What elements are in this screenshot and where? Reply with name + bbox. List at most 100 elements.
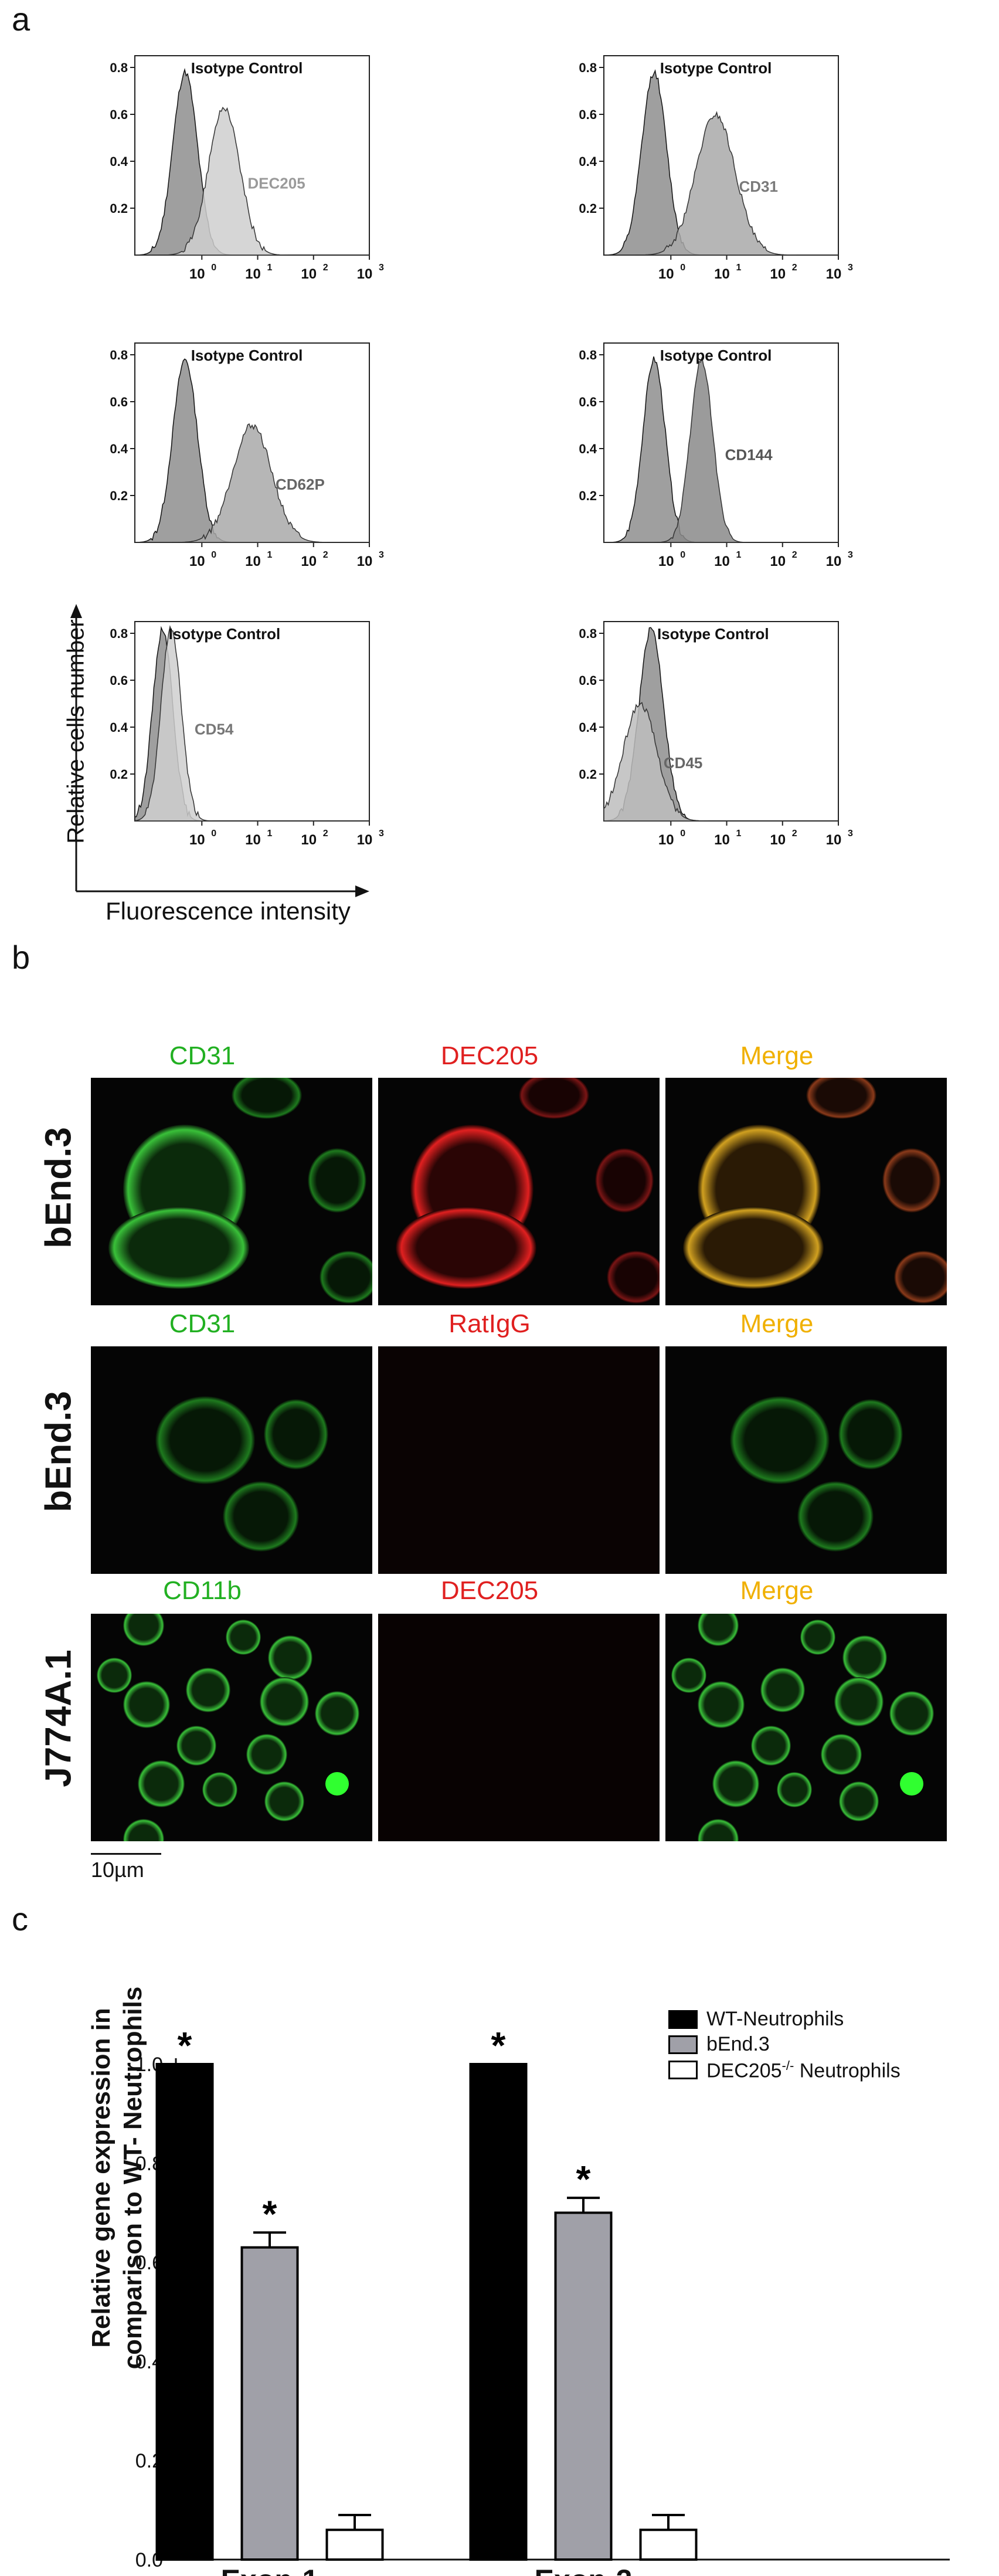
histogram-cd54: 0.2 0.4 0.6 0.8 10 0 10 1 10 2 10 3 Isotype Control C… — [94, 610, 384, 862]
legend-label-bend3: bEnd.3 — [706, 2033, 770, 2055]
y-tick-label: 0.6 — [579, 395, 597, 409]
y-tick-label: 0.2 — [110, 201, 128, 216]
cell-icon — [138, 1760, 185, 1807]
y-tick-label: 0.4 — [579, 442, 597, 456]
marker-label: CD31 — [739, 178, 777, 195]
x-tick-exponent: 2 — [323, 550, 328, 560]
y-tick-label: 0.8 — [579, 60, 597, 75]
x-tick-exponent: 1 — [736, 550, 742, 560]
y-tick-label: 0.4 — [579, 154, 597, 169]
micrograph-r1-dec205 — [378, 1078, 660, 1305]
x-tick-label: 10 — [770, 266, 786, 282]
y-tick-label: 0.8 — [579, 348, 597, 362]
col-title-r2c1: CD31 — [169, 1309, 236, 1338]
x-tick-label: 10 — [714, 832, 730, 848]
x-tick-label: 10 — [658, 266, 674, 282]
bar — [155, 2063, 214, 2561]
isotype-label: Isotype Control — [660, 347, 772, 364]
isotype-label: Isotype Control — [657, 625, 769, 643]
legend-swatch-wt — [668, 2010, 698, 2029]
y-tick-label: 0.8 — [579, 626, 597, 641]
x-tick-exponent: 0 — [211, 829, 216, 839]
y-tick-label: 0.2 — [579, 201, 597, 216]
cell-icon — [260, 1677, 309, 1726]
y-tick-label: 0.4 — [110, 442, 128, 456]
row-label-1: bEnd.3 — [38, 1127, 79, 1248]
micrograph-r2-cd31 — [91, 1346, 372, 1574]
x-tick-exponent: 3 — [848, 263, 853, 273]
x-tick-exponent: 3 — [379, 829, 384, 839]
x-tick-exponent: 0 — [680, 263, 685, 273]
cell-icon — [698, 1819, 739, 1841]
x-tick-label: 10 — [245, 554, 261, 569]
marker-histogram — [135, 423, 369, 543]
col-title-r1c1: CD31 — [169, 1041, 236, 1070]
x-tick-label: 10 — [658, 832, 674, 848]
cell-icon — [176, 1726, 216, 1766]
panel-b-letter: b — [12, 939, 30, 976]
legend-neutrophils: Neutrophils — [794, 2059, 901, 2082]
cell-icon — [800, 1620, 835, 1655]
cell-icon — [315, 1691, 359, 1736]
x-tick-label: 10 — [357, 832, 373, 848]
x-tick-exponent: 0 — [211, 550, 216, 560]
cell-icon — [839, 1781, 879, 1821]
legend-ko-superscript: -/- — [781, 2058, 794, 2073]
x-tick-exponent: 0 — [211, 263, 216, 273]
x-tick-label: 10 — [301, 554, 317, 569]
cell-icon — [97, 1658, 132, 1693]
legend-label-dec205ko: DEC205-/- Neutrophils — [706, 2058, 901, 2082]
significance-marker: * — [178, 2024, 192, 2066]
x-tick-exponent: 1 — [736, 829, 742, 839]
col-title-r1c2: DEC205 — [440, 1041, 539, 1070]
x-tick-exponent: 1 — [267, 263, 273, 273]
x-tick-label: 10 — [770, 554, 786, 569]
marker-label: DEC205 — [247, 175, 305, 192]
cell-icon — [186, 1668, 230, 1712]
panel-c-letter: c — [12, 1900, 28, 1937]
histogram-cd144: 0.2 0.4 0.6 0.8 10 0 10 1 10 2 10 3 Isotype Control C… — [563, 331, 853, 583]
cell-icon — [123, 1681, 170, 1728]
bar — [639, 2529, 698, 2561]
bar-chart-svg: 0.00.20.40.60.81.0**Exon-1**Exon-2 — [135, 2024, 950, 2576]
panel-a-letter: a — [12, 1, 30, 38]
significance-marker: * — [263, 2193, 277, 2235]
bar — [554, 2211, 613, 2561]
x-category-label: Exon-1 — [221, 2564, 319, 2576]
marker-histogram — [603, 702, 838, 822]
histogram-cd31: 0.2 0.4 0.6 0.8 10 0 10 1 10 2 10 3 Isotype Control C… — [563, 44, 853, 296]
legend-label-wt: WT-Neutrophils — [706, 2008, 844, 2030]
cell-icon — [268, 1635, 312, 1680]
y-tick-label: 0.8 — [110, 626, 128, 641]
cell-icon — [246, 1734, 287, 1775]
histogram-cd62p: 0.2 0.4 0.6 0.8 10 0 10 1 10 2 10 3 Isotype Control C… — [94, 331, 384, 583]
cell-icon — [712, 1760, 759, 1807]
col-title-r1c3: Merge — [740, 1041, 814, 1070]
x-tick-exponent: 2 — [792, 829, 797, 839]
cell-icon — [226, 1620, 261, 1655]
col-title-r3c3: Merge — [740, 1576, 814, 1605]
histogram-cd45: 0.2 0.4 0.6 0.8 10 0 10 1 10 2 10 3 Isotype Control C… — [563, 610, 853, 862]
x-tick-label: 10 — [357, 554, 373, 569]
y-tick-label: 0.2 — [579, 488, 597, 503]
histogram-y-axis-label: Relative cells number — [63, 619, 89, 844]
cell-icon — [842, 1635, 887, 1680]
marker-label: CD54 — [195, 720, 234, 738]
x-tick-label: 10 — [301, 832, 317, 848]
x-tick-label: 10 — [189, 832, 205, 848]
histogram-dec205: 0.2 0.4 0.6 0.8 10 0 10 1 10 2 10 3 Isotype Control D… — [94, 44, 384, 296]
isotype-label: Isotype Control — [169, 625, 281, 643]
marker-label: CD62P — [276, 476, 325, 493]
x-tick-label: 10 — [357, 266, 373, 282]
marker-histogram — [134, 625, 369, 822]
x-tick-exponent: 3 — [848, 829, 853, 839]
marker-label: CD45 — [664, 754, 702, 772]
x-tick-label: 10 — [658, 554, 674, 569]
y-tick-label: 0.2 — [579, 767, 597, 782]
x-tick-exponent: 1 — [736, 263, 742, 273]
marker-histogram — [135, 106, 369, 256]
y-label-line2: comparison to WT- Neutrophils — [118, 1986, 147, 2370]
y-tick-label: 0.6 — [110, 673, 128, 688]
cell-icon — [202, 1772, 237, 1807]
micrograph-r3-cd11b — [91, 1614, 372, 1841]
